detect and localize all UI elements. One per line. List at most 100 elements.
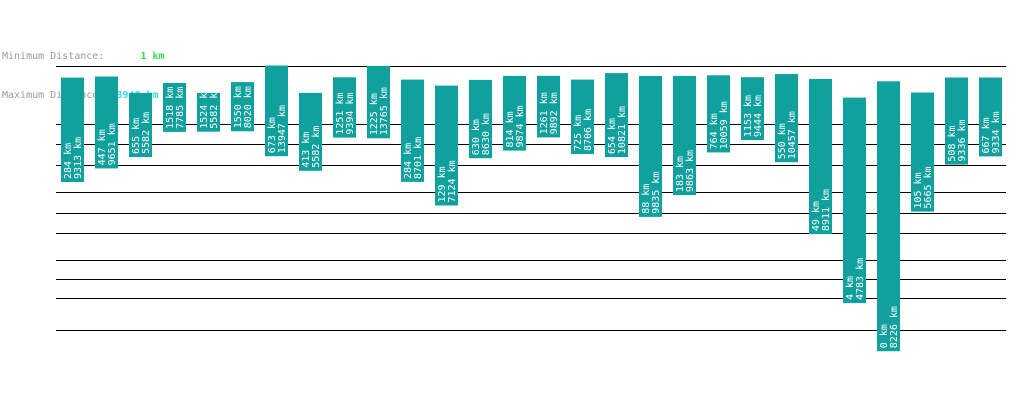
bar-group: 88 km 9835 km <box>639 76 662 217</box>
bar-max-label: 9892 km <box>549 92 560 134</box>
bar-max-label: 7785 km <box>175 87 186 129</box>
distance-bar <box>809 78 832 235</box>
max-distance-value: 13948 km <box>110 90 159 101</box>
distance-bar <box>163 83 186 132</box>
bar-min-label: 413 km <box>301 132 312 168</box>
distance-bar <box>435 85 458 206</box>
bars: 284 km 9313 km 447 km 9651 km 655 km 5582 km1… <box>61 65 1002 352</box>
bar-min-label: 1251 km <box>335 93 346 135</box>
distance-bar <box>469 79 492 159</box>
bar-min-label: 508 km <box>947 125 958 161</box>
bar-max-label: 9334 km <box>991 111 1002 153</box>
bar-max-label: 4783 km <box>855 258 866 300</box>
bar-max-label: 8020 km <box>243 86 254 128</box>
bar-min-label: 814 km <box>505 111 516 147</box>
bar-min-label: 764 km <box>709 113 720 149</box>
bar-group: 4 km 4783 km <box>843 97 866 304</box>
bar-max-label: 8226 km <box>889 306 900 348</box>
bar-min-label: 4 km <box>845 276 856 300</box>
bar-max-label: 8911 km <box>821 189 832 231</box>
bar-group: 630 km 8630 km <box>469 79 492 159</box>
distance-bar <box>741 77 764 141</box>
bar-group: 105 km 5665 km <box>911 92 934 212</box>
bar-max-label: 9394 km <box>345 93 356 135</box>
bar-max-label: 10059 km <box>719 101 730 149</box>
bar-group: 508 km 9336 km <box>945 77 968 165</box>
bar-group: 673 km 13947 km <box>265 65 288 157</box>
bar-group: 1518 km 7785 km <box>163 83 186 132</box>
bar-max-label: 9863 km <box>685 150 696 192</box>
distance-bar <box>231 82 254 132</box>
bar-max-label: 5582 km <box>141 112 152 154</box>
distance-bar <box>333 77 356 138</box>
bar-min-label: 129 km <box>437 166 448 202</box>
bar-group: 764 km 10059 km <box>707 75 730 153</box>
bar-group: 447 km 9651 km <box>95 76 118 169</box>
bar-min-label: 654 km <box>607 118 618 154</box>
distance-bar <box>775 74 798 163</box>
distance-bar <box>503 75 526 151</box>
distance-bar <box>129 92 152 157</box>
bar-group: 413 km 5582 km <box>299 92 322 171</box>
bar-max-label: 9835 km <box>651 172 662 214</box>
distance-bar <box>707 75 730 153</box>
bar-min-label: 1261 km <box>539 92 550 134</box>
distance-bar <box>979 77 1002 157</box>
min-distance-label: Minimum Distance: <box>2 51 105 62</box>
bar-min-label: 284 km <box>63 143 74 179</box>
bar-min-label: 0 km <box>879 324 890 348</box>
bar-group: 129 km 7124 km <box>435 85 458 206</box>
distance-bar <box>605 73 628 158</box>
bar-group: 183 km 9863 km <box>673 75 696 196</box>
bar-min-label: 105 km <box>913 172 924 208</box>
min-distance-value: 1 km <box>140 51 165 62</box>
distance-bar <box>401 79 424 182</box>
bar-group: 1261 km 9892 km <box>537 75 560 138</box>
distance-bar <box>911 92 934 212</box>
bar-group: 654 km 10821 km <box>605 73 628 158</box>
distance-bar <box>537 75 560 138</box>
bar-max-label: 8630 km <box>481 113 492 155</box>
distance-bar <box>945 77 968 165</box>
bar-max-label: 7124 km <box>447 160 458 202</box>
distance-bar <box>639 76 662 217</box>
bar-group: 725 km 8706 km <box>571 79 594 154</box>
distance-bar <box>95 76 118 169</box>
bar-group: 284 km 8701 km <box>401 79 424 182</box>
bar-group: 1524 km 5582 km <box>197 87 220 132</box>
bar-group: 284 km 9313 km <box>61 77 84 182</box>
bar-group: 1153 km 9444 km <box>741 77 764 141</box>
bar-group: 667 km 9334 km <box>979 77 1002 157</box>
bar-min-label: 88 km <box>641 184 652 214</box>
bar-max-label: 9313 km <box>73 137 84 179</box>
bar-group: 550 km 10457 km <box>775 74 798 163</box>
bar-min-label: 725 km <box>573 115 584 151</box>
bar-max-label: 9336 km <box>957 119 968 161</box>
bar-max-label: 9651 km <box>107 123 118 165</box>
distance-bar <box>571 79 594 154</box>
bar-min-label: 1518 km <box>165 87 176 129</box>
bar-group: 1550 km 8020 km <box>231 82 254 132</box>
bar-min-label: 49 km <box>811 201 822 231</box>
bar-max-label: 8706 km <box>583 109 594 151</box>
distance-bar <box>197 92 220 132</box>
bar-min-label: 655 km <box>131 118 142 154</box>
min-distance-row: Minimum Distance: 1 km <box>2 50 165 63</box>
bar-min-label: 1524 km <box>199 87 210 129</box>
distance-bar <box>673 75 696 196</box>
bar-max-label: 5582 km <box>209 87 220 129</box>
bar-max-label: 9874 km <box>515 105 526 147</box>
bar-group: 814 km 9874 km <box>503 75 526 151</box>
distance-bar <box>61 77 84 182</box>
bar-min-label: 183 km <box>675 156 686 192</box>
bar-min-label: 1153 km <box>743 95 754 137</box>
bar-max-label: 13765 km <box>379 87 390 135</box>
bar-min-label: 284 km <box>403 143 414 179</box>
distance-bar <box>843 97 866 304</box>
bar-max-label: 10457 km <box>787 111 798 159</box>
distance-bar <box>367 65 390 139</box>
bar-max-label: 10821 km <box>617 106 628 154</box>
bar-min-label: 630 km <box>471 119 482 155</box>
bar-group: 1225 km 13765 km <box>367 65 390 139</box>
